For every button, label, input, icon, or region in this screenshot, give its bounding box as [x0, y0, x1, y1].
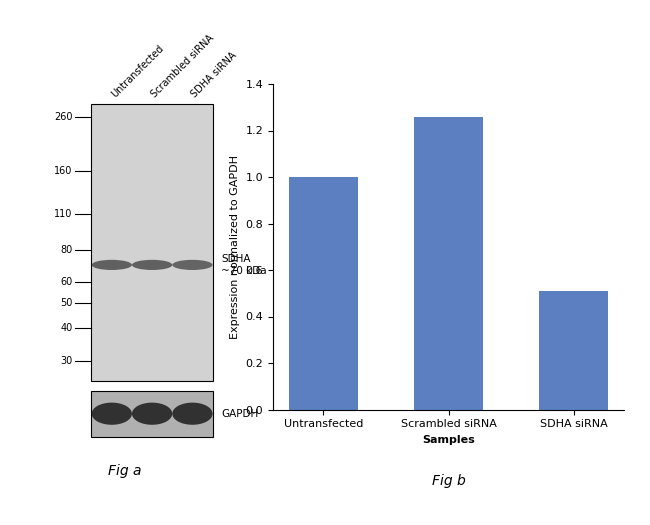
Ellipse shape: [132, 260, 172, 270]
Ellipse shape: [92, 403, 132, 425]
Ellipse shape: [132, 403, 172, 425]
Text: 60: 60: [60, 277, 73, 287]
Text: 110: 110: [55, 209, 73, 219]
Text: SDHA siRNA: SDHA siRNA: [190, 50, 239, 100]
Bar: [289, 177, 358, 410]
Text: Untransfected: Untransfected: [109, 44, 165, 100]
Bar: [414, 117, 483, 410]
Text: 30: 30: [60, 356, 73, 366]
Y-axis label: Expression normalized to GAPDH: Expression normalized to GAPDH: [230, 155, 240, 339]
Text: Scrambled siRNA: Scrambled siRNA: [150, 33, 216, 100]
Text: Fig b: Fig b: [432, 474, 465, 488]
Text: 160: 160: [55, 166, 73, 176]
Text: 40: 40: [60, 323, 73, 333]
Bar: [91, 104, 213, 381]
Ellipse shape: [172, 260, 213, 270]
Bar: [91, 391, 213, 437]
Bar: [540, 291, 608, 410]
Text: Fig a: Fig a: [108, 465, 142, 478]
Text: 50: 50: [60, 298, 73, 308]
Text: 80: 80: [60, 245, 73, 255]
Ellipse shape: [92, 260, 132, 270]
Text: SDHA
~70 kDa: SDHA ~70 kDa: [221, 254, 266, 276]
Text: 260: 260: [55, 111, 73, 121]
Ellipse shape: [172, 403, 213, 425]
X-axis label: Samples: Samples: [422, 435, 475, 445]
Text: GAPDH: GAPDH: [221, 408, 258, 419]
